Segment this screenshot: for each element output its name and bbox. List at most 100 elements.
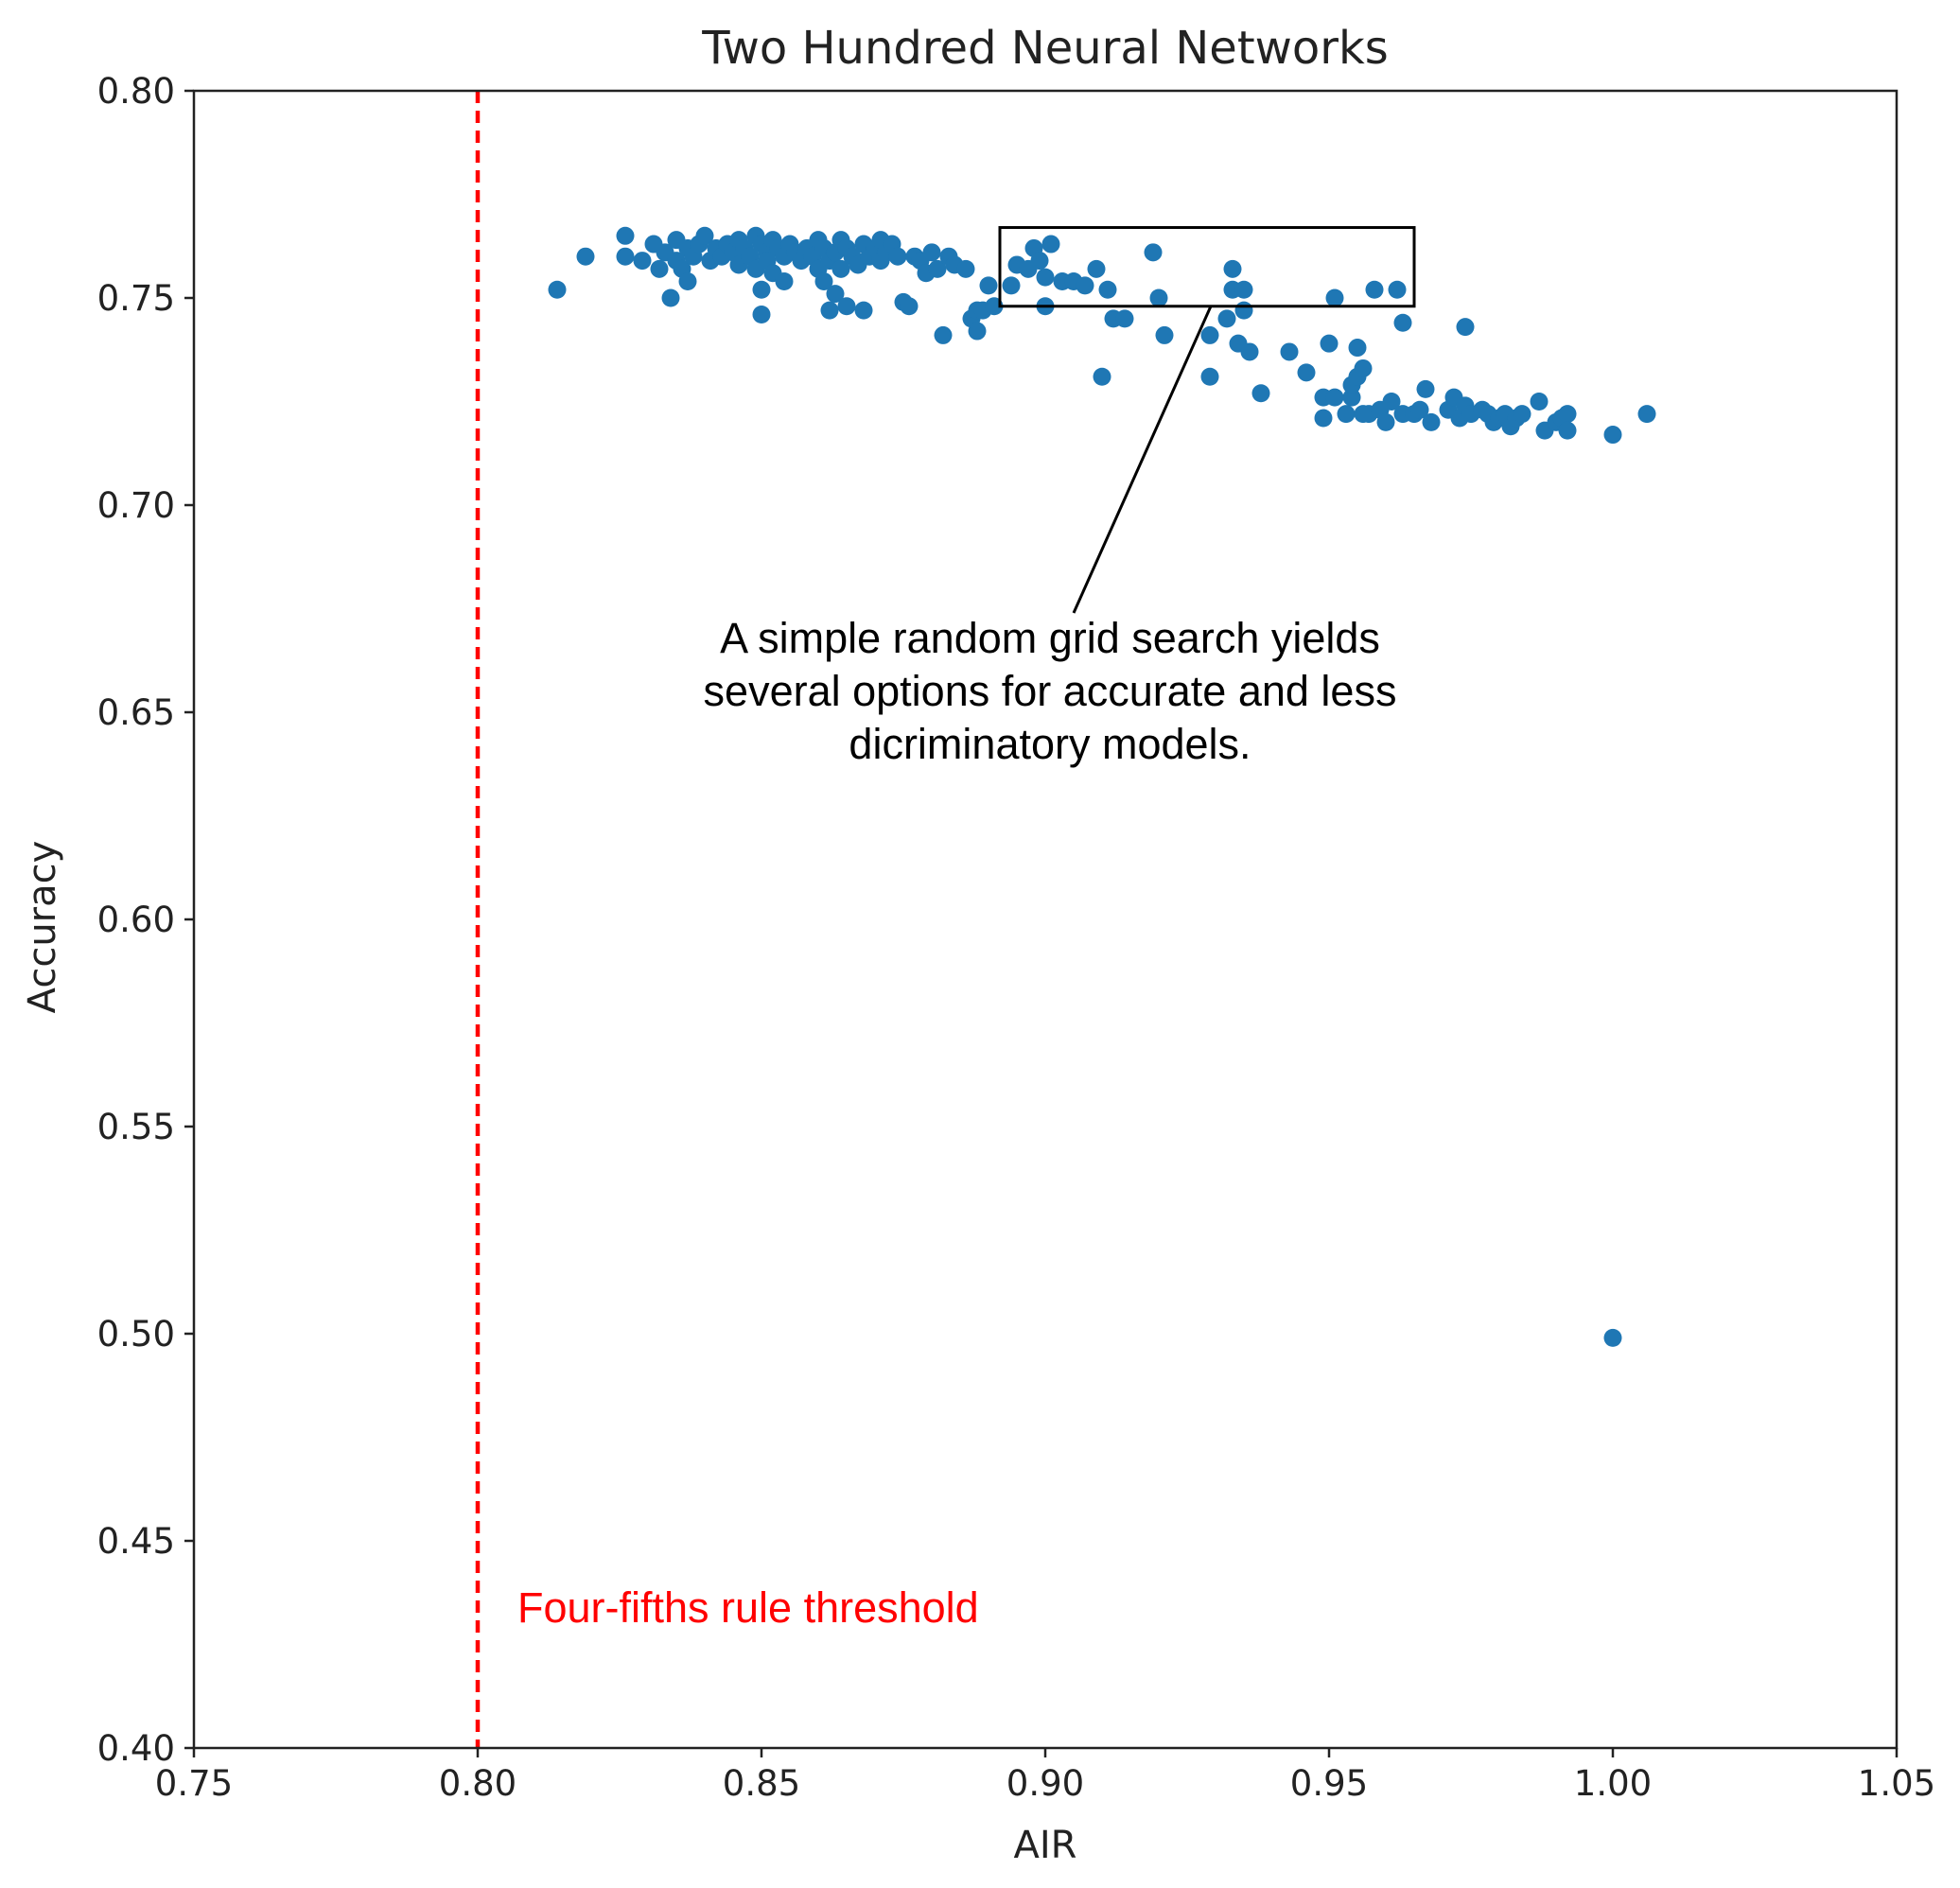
y-tick-label: 0.45 <box>97 1521 175 1562</box>
annotation-text-line: dicriminatory models. <box>849 720 1251 768</box>
data-point <box>1200 325 1219 344</box>
data-point <box>1093 367 1111 386</box>
data-point <box>1348 339 1367 358</box>
data-point <box>900 297 919 316</box>
data-point <box>661 288 680 307</box>
data-point <box>1041 235 1060 253</box>
x-axis-label: AIR <box>1014 1824 1077 1867</box>
y-tick-label: 0.70 <box>97 485 175 526</box>
annotation-text-line: A simple random grid search yields <box>720 614 1380 662</box>
data-point <box>1251 384 1270 403</box>
data-point <box>678 271 697 290</box>
data-point <box>888 247 907 266</box>
data-point <box>1337 405 1356 424</box>
x-tick-label: 1.05 <box>1858 1763 1935 1804</box>
annotation-layer: A simple random grid search yields severa… <box>704 226 1416 768</box>
data-point <box>695 226 714 245</box>
threshold-layer: Four-fifths rule threshold <box>475 91 979 1748</box>
annotation-arrow <box>1072 306 1213 614</box>
x-tick-label: 1.00 <box>1574 1763 1652 1804</box>
data-point <box>1342 388 1361 407</box>
y-tick-label: 0.55 <box>97 1107 175 1147</box>
data-point <box>1217 309 1236 328</box>
data-point <box>1234 280 1253 299</box>
data-point <box>1365 280 1384 299</box>
data-point <box>1637 405 1656 424</box>
data-point <box>752 306 771 324</box>
data-point <box>1325 388 1344 407</box>
y-tick-label: 0.80 <box>97 71 175 112</box>
data-point <box>1530 393 1549 411</box>
x-tick-label: 0.75 <box>155 1763 233 1804</box>
data-point <box>576 247 595 266</box>
x-ticks: 0.75 0.80 0.85 0.90 0.95 1.00 1.05 <box>155 1748 1935 1804</box>
x-tick-label: 0.80 <box>439 1763 516 1804</box>
data-point <box>1036 268 1055 287</box>
data-point <box>1087 259 1106 278</box>
y-ticks: 0.40 0.45 0.50 0.55 0.60 0.65 0.70 0.75 0.80 <box>97 71 194 1769</box>
data-point <box>1456 318 1475 337</box>
data-point <box>1155 325 1174 344</box>
data-point <box>956 259 975 278</box>
data-point <box>650 259 669 278</box>
data-point <box>1382 393 1401 411</box>
data-point <box>1314 409 1333 428</box>
y-tick-label: 0.60 <box>97 900 175 940</box>
data-point <box>1320 334 1339 353</box>
data-point <box>752 280 771 299</box>
y-axis-label: Accuracy <box>21 841 64 1014</box>
y-tick-label: 0.50 <box>97 1314 175 1355</box>
data-point <box>1240 342 1259 361</box>
x-tick-label: 0.95 <box>1290 1763 1368 1804</box>
data-point <box>1115 309 1134 328</box>
data-point <box>820 301 839 320</box>
data-point <box>1603 1328 1622 1347</box>
data-point <box>1098 280 1117 299</box>
data-point <box>1416 379 1435 398</box>
data-point <box>1393 313 1412 332</box>
data-point <box>1422 412 1441 431</box>
data-point <box>1076 276 1094 295</box>
data-point <box>1325 288 1344 307</box>
plot-frame <box>192 89 1899 1750</box>
data-point <box>826 285 845 304</box>
annotation-text-line: several options for accurate and less <box>704 667 1397 715</box>
data-point <box>814 271 833 290</box>
x-tick-label: 0.90 <box>1006 1763 1084 1804</box>
data-point <box>1388 280 1407 299</box>
data-point <box>1513 405 1531 424</box>
data-point <box>1234 301 1253 320</box>
data-point <box>934 325 953 344</box>
points-layer <box>548 226 1656 1347</box>
data-point <box>837 297 856 316</box>
x-tick-label: 0.85 <box>723 1763 800 1804</box>
y-tick-label: 0.40 <box>97 1728 175 1769</box>
data-point <box>922 243 941 262</box>
data-point <box>1002 276 1021 295</box>
chart-title: Two Hundred Neural Networks <box>701 22 1389 75</box>
data-point <box>979 276 998 295</box>
data-point <box>831 259 850 278</box>
data-point <box>1149 288 1168 307</box>
highlight-box <box>998 226 1416 308</box>
data-point <box>1558 405 1577 424</box>
data-point <box>775 271 794 290</box>
data-point <box>1144 243 1163 262</box>
data-point <box>548 280 567 299</box>
data-point <box>1297 363 1316 382</box>
data-point <box>928 259 947 278</box>
data-point <box>1410 400 1429 419</box>
data-point <box>854 301 873 320</box>
data-point <box>616 247 635 266</box>
data-point <box>1280 342 1299 361</box>
threshold-label: Four-fifths rule threshold <box>517 1583 979 1632</box>
data-point <box>968 322 987 341</box>
data-point <box>1376 412 1395 431</box>
data-point <box>1603 426 1622 445</box>
data-point <box>633 252 652 271</box>
data-point <box>1558 421 1577 440</box>
y-tick-label: 0.75 <box>97 278 175 319</box>
data-point <box>1030 252 1049 271</box>
y-tick-label: 0.65 <box>97 692 175 733</box>
